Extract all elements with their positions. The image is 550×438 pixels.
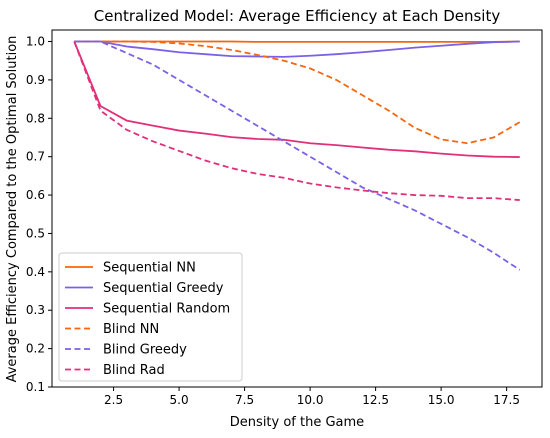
x-tick-label: 12.5 (362, 393, 389, 407)
x-tick-label: 5.0 (170, 393, 189, 407)
y-tick-label: 0.1 (26, 380, 45, 394)
x-tick-label: 15.0 (428, 393, 455, 407)
chart-title: Centralized Model: Average Efficiency at… (94, 7, 501, 25)
series-line-4 (74, 40, 521, 145)
legend-label: Blind Greedy (103, 343, 187, 358)
y-tick-label: 0.7 (26, 150, 45, 164)
y-tick-label: 0.2 (26, 342, 45, 356)
y-tick-label: 0.3 (26, 303, 45, 317)
y-tick-label: 1.0 (26, 35, 45, 49)
legend-label: Blind NN (103, 322, 159, 337)
legend-label: Sequential NN (103, 261, 196, 276)
legend-box (58, 252, 243, 382)
series-line-3 (73, 41, 520, 158)
legend-label: Sequential Random (103, 302, 230, 317)
series-line-2 (74, 40, 520, 58)
legend: Sequential NN Sequential Greedy Sequential… (58, 252, 243, 382)
series-line-5 (74, 40, 521, 271)
legend-label: Sequential Greedy (103, 281, 224, 296)
x-tick-label: 17.5 (493, 393, 520, 407)
y-axis-title: Average Efficiency Compared to the Optim… (5, 36, 20, 383)
y-tick-label: 0.6 (26, 188, 45, 202)
y-tick-label: 0.9 (26, 73, 45, 87)
legend-label: Blind Rad (103, 363, 165, 378)
y-tick-label: 0.5 (26, 226, 45, 240)
x-tick-label: 10.0 (297, 393, 324, 407)
y-tick-label: 0.8 (26, 111, 45, 125)
x-tick-label: 7.5 (235, 393, 254, 407)
x-tick-label: 2.5 (104, 393, 123, 407)
plot-frame (51, 29, 543, 388)
y-tick-label: 0.4 (26, 265, 45, 279)
series-line-6 (73, 41, 520, 201)
x-axis-title: Density of the Game (230, 415, 364, 430)
plot-area: 2.5 5.0 7.5 10.0 12.5 15.0 17.5 0.1 0.2 0.3 0.4 0.5… (26, 29, 543, 407)
